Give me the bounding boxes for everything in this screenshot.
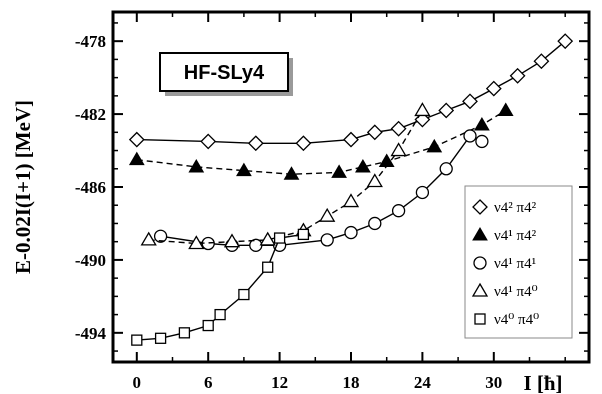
data-point: [154, 332, 167, 344]
legend-item: ν4⁰ π4⁰: [474, 312, 539, 328]
data-point: [391, 204, 406, 218]
chart-title: HF-SLy4: [184, 62, 265, 84]
data-point: [426, 138, 443, 153]
data-point: [439, 162, 453, 176]
data-point: [283, 166, 300, 180]
data-point: [475, 134, 489, 149]
data-point: [188, 158, 205, 173]
y-tick-label: -486: [75, 178, 106, 197]
data-point: [200, 133, 217, 150]
data-point: [368, 216, 382, 231]
axis-ticks: 0 6 12 18 24 30 -478 -482 -486 -490 -494: [75, 12, 589, 392]
y-tick-label: -490: [75, 251, 106, 270]
data-point: [497, 102, 514, 116]
series-5: [131, 228, 310, 346]
data-point: [178, 327, 191, 339]
y-tick-label: -494: [75, 324, 107, 343]
legend: ν4² π4² ν4¹ π4² ν4¹ π4¹ ν4¹ π4⁰ ν4⁰ π4⁰: [464, 185, 573, 339]
legend-marker: [474, 313, 486, 325]
legend-item: ν4¹ π4¹: [473, 256, 536, 272]
data-point: [140, 231, 157, 246]
data-point: [202, 319, 214, 332]
data-point: [319, 207, 336, 222]
legend-marker: [472, 199, 488, 215]
x-tick-label: 6: [204, 373, 213, 392]
y-axis-title: E-0.02I(I+1) [MeV]: [11, 100, 35, 274]
legend-item: ν4² π4²: [472, 199, 537, 216]
data-point: [247, 135, 264, 152]
series-line: [148, 110, 424, 245]
legend-label: ν4¹ π4¹: [494, 256, 536, 272]
data-point: [509, 67, 526, 84]
plot-frame: [111, 10, 591, 364]
series-line: [136, 109, 507, 175]
data-point: [557, 33, 574, 50]
legend-item: ν4¹ π4²: [472, 227, 537, 244]
data-point: [273, 232, 286, 244]
x-tick-label: 12: [271, 373, 288, 392]
y-tick-label: -482: [75, 105, 106, 124]
data-point: [462, 93, 478, 110]
data-point: [236, 162, 252, 177]
series-layer: [128, 33, 574, 346]
legend-label: ν4¹ π4²: [494, 228, 537, 244]
data-point: [238, 288, 250, 301]
legend-marker: [472, 227, 488, 241]
legend-label: ν4⁰ π4⁰: [494, 312, 539, 328]
data-point: [297, 228, 310, 241]
data-point: [390, 120, 407, 137]
data-point: [128, 131, 145, 148]
x-tick-label: 24: [414, 373, 432, 392]
x-tick-label: 0: [133, 373, 142, 392]
data-point: [128, 151, 145, 166]
data-point: [331, 164, 347, 178]
data-point: [153, 229, 168, 243]
legend-item: ν4¹ π4⁰: [471, 282, 538, 300]
data-point: [355, 158, 371, 173]
y-tick-label: -478: [75, 32, 106, 51]
legend-label: ν4² π4²: [494, 200, 537, 216]
data-point: [474, 117, 490, 131]
data-point: [131, 334, 143, 346]
data-point: [259, 231, 276, 246]
data-point: [366, 173, 383, 188]
data-point: [438, 102, 455, 119]
data-point: [342, 193, 360, 208]
data-point: [223, 233, 241, 248]
data-point: [214, 308, 226, 321]
data-point: [463, 129, 477, 143]
x-tick-label: 30: [485, 373, 502, 392]
series-1: [128, 33, 574, 152]
series-2: [128, 102, 514, 180]
data-point: [415, 185, 430, 200]
inset-title-box: HF-SLy4: [159, 52, 293, 96]
x-tick-label: 18: [343, 373, 360, 392]
legend-label: ν4¹ π4⁰: [494, 284, 538, 300]
data-point: [188, 235, 205, 250]
data-point: [262, 261, 274, 273]
data-point: [320, 233, 334, 247]
data-point: [533, 53, 550, 70]
x-axis-title: I [ħ]: [523, 371, 562, 394]
data-point: [343, 131, 359, 148]
legend-marker: [471, 282, 489, 297]
data-point: [485, 80, 502, 97]
data-point: [414, 102, 431, 117]
legend-marker: [473, 256, 487, 270]
data-point: [366, 124, 383, 141]
data-point: [295, 135, 312, 152]
data-point: [344, 225, 358, 240]
data-point: [390, 142, 407, 157]
